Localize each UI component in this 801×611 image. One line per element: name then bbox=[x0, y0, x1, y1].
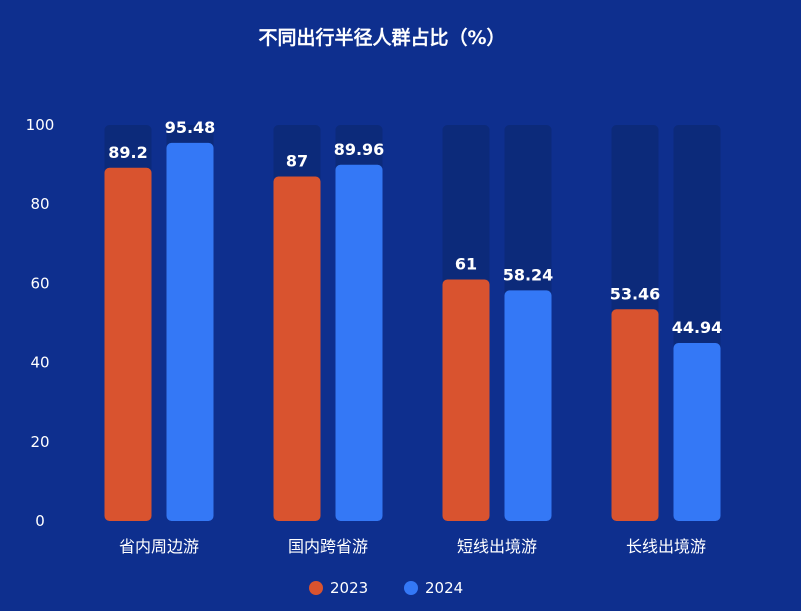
y-tick-label: 60 bbox=[30, 274, 49, 292]
legend-marker-2024 bbox=[404, 581, 418, 595]
value-labels: 89.2 95.48 87 89.96 61 58.24 53.46 44.94 bbox=[108, 118, 722, 337]
bar-2023 bbox=[273, 176, 321, 522]
data-label: 89.2 bbox=[108, 143, 147, 162]
bar-2024 bbox=[166, 142, 214, 521]
data-label: 89.96 bbox=[334, 140, 385, 159]
y-tick-label: 0 bbox=[35, 512, 45, 530]
y-tick-label: 40 bbox=[30, 354, 49, 372]
bar-2024 bbox=[673, 343, 721, 521]
legend-label: 2024 bbox=[425, 579, 463, 597]
data-label: 58.24 bbox=[503, 265, 554, 284]
legend-label: 2023 bbox=[330, 579, 368, 597]
data-label: 53.46 bbox=[610, 284, 661, 303]
legend: 2023 2024 bbox=[309, 579, 463, 597]
x-axis: 省内周边游 国内跨省游 短线出境游 长线出境游 bbox=[119, 537, 706, 556]
x-tick-label: 短线出境游 bbox=[457, 537, 537, 556]
x-tick-label: 国内跨省游 bbox=[288, 537, 368, 556]
bar-2023 bbox=[104, 167, 152, 521]
data-label: 44.94 bbox=[672, 318, 723, 337]
bar-2023 bbox=[611, 309, 659, 521]
legend-marker-2023 bbox=[309, 581, 323, 595]
x-tick-label: 省内周边游 bbox=[119, 537, 199, 556]
chart-title: 不同出行半径人群占比（%） bbox=[258, 26, 505, 49]
data-label: 87 bbox=[286, 151, 308, 170]
bars bbox=[104, 142, 721, 522]
bar-2024 bbox=[504, 290, 552, 521]
data-label: 61 bbox=[455, 254, 477, 273]
x-tick-label: 长线出境游 bbox=[626, 537, 706, 556]
data-label: 95.48 bbox=[165, 118, 216, 137]
bar-2024 bbox=[335, 164, 383, 521]
y-tick-label: 100 bbox=[26, 116, 55, 134]
y-tick-label: 80 bbox=[30, 195, 49, 213]
y-axis: 0 20 40 60 80 100 bbox=[26, 116, 55, 530]
y-tick-label: 20 bbox=[30, 433, 49, 451]
bar-2023 bbox=[442, 279, 490, 521]
